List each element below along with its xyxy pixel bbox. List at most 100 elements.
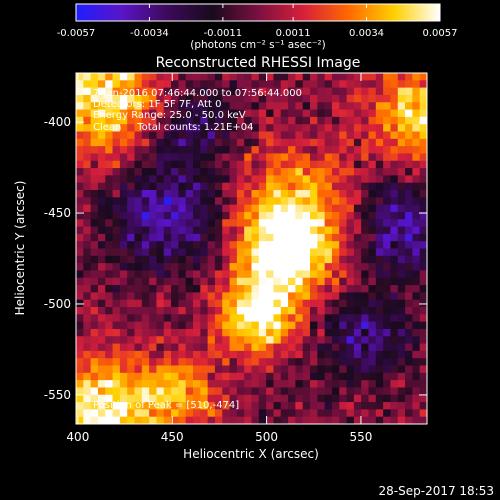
heatmap-cell: [141, 94, 150, 103]
heatmap-cell: [368, 153, 377, 162]
heatmap-cell: [397, 285, 406, 293]
heatmap-cell: [288, 73, 296, 81]
heatmap-cell: [127, 226, 135, 235]
heatmap-cell: [83, 292, 92, 301]
heatmap-cell: [171, 365, 179, 374]
heatmap-cell: [127, 138, 135, 147]
heatmap-cell: [302, 233, 311, 242]
heatmap-cell: [214, 409, 223, 418]
heatmap-cell: [244, 153, 252, 162]
heatmap-cell: [368, 87, 377, 96]
heatmap-cell: [331, 241, 340, 249]
heatmap-cell: [97, 190, 106, 198]
heatmap-cell: [273, 146, 282, 154]
heatmap-cell: [229, 343, 238, 352]
heatmap-cell: [200, 160, 209, 169]
heatmap-cell: [353, 277, 362, 286]
heatmap-cell: [266, 131, 274, 140]
heatmap-cell: [149, 328, 157, 337]
heatmap-cell: [119, 241, 128, 249]
heatmap-cell: [141, 116, 150, 125]
heatmap-cell: [368, 336, 377, 344]
heatmap-cell: [331, 292, 340, 301]
heatmap-cell: [244, 416, 252, 425]
heatmap-cell: [97, 102, 106, 110]
heatmap-cell: [258, 307, 267, 315]
heatmap-cell: [229, 402, 238, 410]
heatmap-cell: [193, 416, 201, 425]
heatmap-cell: [156, 402, 165, 410]
heatmap-cell: [105, 394, 113, 403]
heatmap-cell: [236, 197, 245, 206]
heatmap-cell: [280, 248, 289, 257]
heatmap-cell: [317, 204, 326, 213]
heatmap-cell: [156, 307, 165, 315]
heatmap-cell: [258, 277, 267, 286]
heatmap-cell: [280, 409, 289, 418]
heatmap-cell: [390, 211, 399, 220]
heatmap-cell: [273, 285, 282, 293]
heatmap-cell: [324, 285, 333, 293]
heatmap-cell: [346, 387, 355, 396]
heatmap-cell: [76, 116, 84, 125]
heatmap-cell: [214, 365, 223, 374]
heatmap-cell: [346, 343, 355, 352]
heatmap-cell: [105, 182, 113, 191]
heatmap-cell: [302, 277, 311, 286]
heatmap-cell: [266, 233, 274, 242]
heatmap-cell: [288, 190, 296, 198]
heatmap-cell: [346, 233, 355, 242]
heatmap-cell: [112, 109, 121, 118]
heatmap-cell: [97, 285, 106, 293]
heatmap-cell: [295, 219, 304, 227]
heatmap-cell: [178, 299, 187, 308]
heatmap-cell: [119, 211, 128, 220]
heatmap-cell: [76, 109, 84, 118]
heatmap-cell: [324, 292, 333, 301]
heatmap-cell: [412, 387, 421, 396]
heatmap-cell: [251, 307, 260, 315]
heatmap-cell: [280, 94, 289, 103]
heatmap-cell: [353, 285, 362, 293]
heatmap-cell: [90, 365, 99, 374]
heatmap-cell: [361, 138, 369, 147]
heatmap-cell: [97, 131, 106, 140]
heatmap-cell: [193, 211, 201, 220]
heatmap-cell: [178, 116, 187, 125]
heatmap-cell: [353, 299, 362, 308]
heatmap-cell: [90, 204, 99, 213]
heatmap-cell: [222, 292, 230, 301]
heatmap-cell: [207, 124, 216, 132]
heatmap-cell: [83, 365, 92, 374]
heatmap-cell: [76, 292, 84, 301]
heatmap-cell: [83, 416, 92, 425]
heatmap-cell: [141, 307, 150, 315]
annotation-counts: Clean Total counts: 1.21E+04: [93, 122, 253, 133]
heatmap-cell: [390, 394, 399, 403]
heatmap-cell: [353, 343, 362, 352]
heatmap-cell: [419, 168, 428, 176]
heatmap-cell: [112, 153, 121, 162]
heatmap-cell: [317, 285, 326, 293]
heatmap-cell: [171, 73, 179, 81]
heatmap-cell: [76, 285, 84, 293]
heatmap-cell: [90, 131, 99, 140]
heatmap-cell: [127, 409, 135, 418]
heatmap-cell: [346, 248, 355, 257]
heatmap-cell: [83, 146, 92, 154]
heatmap-cell: [397, 255, 406, 264]
heatmap-cell: [346, 219, 355, 227]
heatmap-cell: [90, 168, 99, 176]
heatmap-cell: [331, 175, 340, 184]
heatmap-cell: [368, 343, 377, 352]
heatmap-cell: [185, 94, 194, 103]
heatmap-cell: [331, 321, 340, 330]
heatmap-cell: [134, 182, 143, 191]
heatmap-cell: [76, 131, 84, 140]
heatmap-cell: [134, 160, 143, 169]
heatmap-cell: [258, 87, 267, 96]
heatmap-cell: [295, 73, 304, 81]
heatmap-cell: [288, 402, 296, 410]
heatmap-cell: [229, 197, 238, 206]
heatmap-cell: [97, 343, 106, 352]
